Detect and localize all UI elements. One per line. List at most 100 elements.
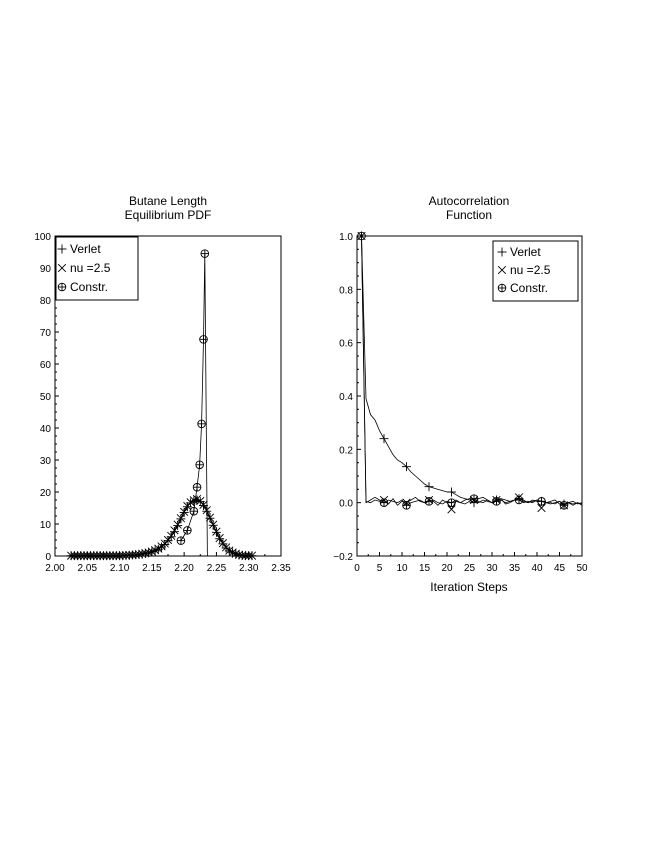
chart-subtitle: Equilibrium PDF (125, 208, 212, 222)
data-point (179, 507, 189, 516)
data-point (424, 482, 434, 492)
data-point (118, 551, 127, 560)
data-point (241, 551, 250, 560)
data-point (447, 505, 456, 514)
y-tick-label: 90 (40, 264, 52, 275)
x-tick-label: 20 (441, 563, 453, 574)
legend-label: nu =2.5 (510, 263, 551, 277)
x-axis: 2.00 2.05 2.10 2.15 2.20 2.25 2.30 2.35 (45, 552, 291, 574)
data-point (99, 551, 108, 560)
data-point (469, 494, 479, 503)
data-point (169, 527, 179, 537)
data-point (537, 503, 546, 513)
chart-title: Butane Length (129, 194, 207, 208)
data-point (238, 551, 247, 560)
data-point (89, 551, 98, 560)
data-point (197, 419, 206, 429)
data-point (209, 520, 218, 529)
x-tick-label: 2.35 (271, 563, 291, 574)
data-point (402, 501, 411, 510)
data-point (121, 551, 131, 560)
legend-box (492, 240, 579, 302)
legend-marker (497, 265, 507, 275)
y-tick-label: 80 (40, 296, 52, 307)
x-tick-label: 45 (554, 563, 566, 574)
x-axis: 0 5 10 15 20 25 30 35 40 45 50 (354, 552, 588, 574)
legend-label: Verlet (70, 242, 101, 256)
chart-subtitle: Function (446, 208, 492, 222)
series-verlet (66, 495, 257, 561)
legend-label: Constr. (70, 280, 108, 294)
y-tick-label: 100 (34, 232, 51, 243)
data-point (199, 500, 208, 509)
data-point (199, 335, 208, 344)
series-nu-2-5 (66, 494, 257, 560)
x-tick-label: 2.05 (78, 563, 98, 574)
data-point (79, 551, 89, 560)
data-point (115, 551, 124, 560)
legend-marker (497, 247, 507, 257)
y-tick-label: 60 (40, 360, 52, 371)
y-axis: 0 10 20 30 40 50 60 70 80 90 100 (34, 232, 59, 563)
data-point (138, 549, 147, 558)
data-point (447, 487, 456, 497)
data-point (73, 551, 82, 560)
data-point (192, 482, 202, 492)
x-tick-label: 35 (509, 563, 521, 574)
y-tick-label: 40 (40, 424, 52, 435)
data-point (167, 531, 176, 540)
data-point (244, 551, 253, 560)
legend-label: Verlet (510, 245, 541, 259)
y-tick-label: 10 (40, 520, 52, 531)
data-point (215, 533, 224, 543)
data-point (105, 551, 115, 560)
chart-autocorrelation: Autocorrelation Function 0 5 10 15 20 25 30 35 4… (333, 194, 588, 594)
x-tick-label: 15 (419, 563, 431, 574)
data-point (170, 526, 179, 535)
data-point (83, 551, 92, 560)
x-tick-label: 2.15 (142, 563, 162, 574)
legend: Verlet nu =2.5 Constr. (492, 240, 579, 302)
data-point (247, 551, 257, 560)
data-point (537, 497, 546, 506)
data-point (176, 536, 186, 545)
data-point (173, 521, 183, 531)
x-tick-label: 5 (377, 563, 383, 574)
data-point (424, 497, 434, 506)
y-tick-label: 20 (40, 488, 52, 499)
y-tick-label: −0.2 (333, 552, 353, 563)
legend: Verlet nu =2.5 Constr. (55, 236, 139, 301)
data-point (96, 551, 105, 560)
data-point (92, 551, 102, 560)
data-point (108, 551, 118, 560)
x-tick-label: 25 (464, 563, 476, 574)
y-tick-label: 70 (40, 328, 52, 339)
data-point (76, 551, 85, 560)
data-point (402, 462, 411, 472)
data-point (212, 527, 221, 536)
data-point (70, 551, 79, 560)
data-point (128, 550, 137, 560)
x-tick-label: 40 (531, 563, 543, 574)
data-point (176, 514, 186, 523)
legend-marker (57, 263, 67, 273)
y-tick-label: 0.2 (339, 445, 353, 456)
legend-marker (497, 283, 507, 293)
legend-box (55, 236, 139, 301)
x-axis-label: Iteration Steps (430, 580, 507, 594)
y-tick-label: 1.0 (339, 232, 353, 243)
data-point (183, 526, 192, 535)
data-point (379, 434, 389, 444)
data-point (514, 495, 524, 505)
data-point (163, 535, 173, 545)
y-tick-label: 0.6 (339, 339, 353, 350)
y-tick-label: 30 (40, 456, 52, 467)
data-point (144, 548, 153, 557)
x-tick-label: 2.20 (174, 563, 194, 574)
data-point (379, 498, 389, 507)
data-point (125, 550, 134, 560)
x-tick-label: 10 (396, 563, 408, 574)
data-point (559, 501, 569, 510)
data-point (189, 506, 199, 516)
